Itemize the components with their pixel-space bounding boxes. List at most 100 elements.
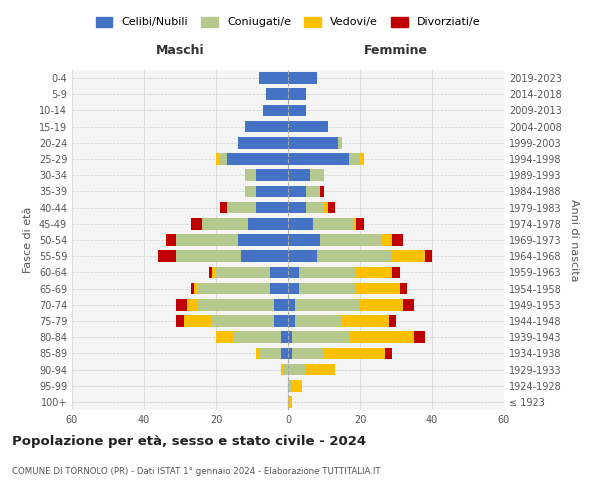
Bar: [238, 234, 288, 246]
Bar: [349, 153, 360, 165]
Bar: [299, 282, 356, 294]
Bar: [313, 218, 353, 230]
Bar: [216, 332, 234, 343]
Text: Femmine: Femmine: [364, 44, 428, 57]
Bar: [176, 315, 184, 327]
Bar: [295, 315, 342, 327]
Bar: [324, 202, 328, 213]
Bar: [288, 170, 310, 181]
Bar: [288, 282, 299, 294]
Bar: [320, 234, 382, 246]
Bar: [288, 315, 295, 327]
Bar: [288, 364, 306, 376]
Bar: [360, 153, 364, 165]
Bar: [338, 137, 342, 148]
Bar: [288, 299, 295, 310]
Bar: [288, 380, 292, 392]
Bar: [184, 315, 212, 327]
Bar: [288, 137, 338, 148]
Bar: [360, 299, 403, 310]
Bar: [220, 153, 227, 165]
Bar: [382, 234, 392, 246]
Bar: [288, 250, 317, 262]
Bar: [288, 202, 306, 213]
Bar: [288, 121, 328, 132]
Bar: [425, 250, 432, 262]
Y-axis label: Fasce di età: Fasce di età: [23, 207, 33, 273]
Bar: [198, 299, 274, 310]
Bar: [349, 332, 414, 343]
Bar: [299, 266, 356, 278]
Bar: [292, 348, 324, 359]
Bar: [176, 234, 238, 246]
Bar: [194, 282, 198, 294]
Bar: [392, 250, 425, 262]
Bar: [270, 266, 288, 278]
Bar: [320, 186, 324, 198]
Bar: [191, 218, 202, 230]
Bar: [288, 104, 306, 117]
Bar: [306, 202, 324, 213]
Bar: [209, 266, 212, 278]
Bar: [256, 202, 288, 213]
Bar: [176, 250, 241, 262]
Bar: [245, 186, 256, 198]
Bar: [288, 348, 292, 359]
Bar: [191, 282, 194, 294]
Bar: [238, 137, 288, 148]
Bar: [306, 364, 335, 376]
Bar: [202, 218, 248, 230]
Bar: [288, 266, 299, 278]
Bar: [256, 186, 288, 198]
Bar: [292, 332, 349, 343]
Bar: [392, 266, 400, 278]
Bar: [281, 348, 288, 359]
Bar: [263, 104, 288, 117]
Bar: [259, 348, 281, 359]
Bar: [392, 234, 403, 246]
Bar: [295, 299, 360, 310]
Bar: [288, 218, 313, 230]
Bar: [176, 299, 187, 310]
Bar: [227, 202, 256, 213]
Bar: [227, 153, 288, 165]
Bar: [216, 266, 270, 278]
Bar: [317, 250, 392, 262]
Bar: [403, 299, 414, 310]
Text: COMUNE DI TORNOLO (PR) - Dati ISTAT 1° gennaio 2024 - Elaborazione TUTTITALIA.IT: COMUNE DI TORNOLO (PR) - Dati ISTAT 1° g…: [12, 468, 380, 476]
Legend: Celibi/Nubili, Coniugati/e, Vedovi/e, Divorziati/e: Celibi/Nubili, Coniugati/e, Vedovi/e, Di…: [91, 12, 485, 32]
Bar: [288, 72, 317, 84]
Bar: [353, 218, 356, 230]
Bar: [342, 315, 389, 327]
Bar: [212, 266, 216, 278]
Bar: [288, 153, 349, 165]
Bar: [288, 396, 292, 407]
Bar: [216, 153, 220, 165]
Bar: [324, 348, 385, 359]
Bar: [356, 282, 400, 294]
Bar: [220, 202, 227, 213]
Bar: [288, 234, 320, 246]
Bar: [414, 332, 425, 343]
Bar: [389, 315, 396, 327]
Bar: [245, 170, 256, 181]
Bar: [284, 364, 288, 376]
Bar: [245, 121, 288, 132]
Bar: [198, 282, 270, 294]
Bar: [356, 266, 392, 278]
Bar: [288, 332, 292, 343]
Text: Maschi: Maschi: [155, 44, 205, 57]
Bar: [281, 332, 288, 343]
Bar: [385, 348, 392, 359]
Bar: [158, 250, 176, 262]
Bar: [328, 202, 335, 213]
Bar: [266, 88, 288, 100]
Bar: [306, 186, 320, 198]
Bar: [212, 315, 274, 327]
Bar: [241, 250, 288, 262]
Bar: [166, 234, 176, 246]
Bar: [400, 282, 407, 294]
Bar: [234, 332, 281, 343]
Bar: [274, 299, 288, 310]
Bar: [288, 186, 306, 198]
